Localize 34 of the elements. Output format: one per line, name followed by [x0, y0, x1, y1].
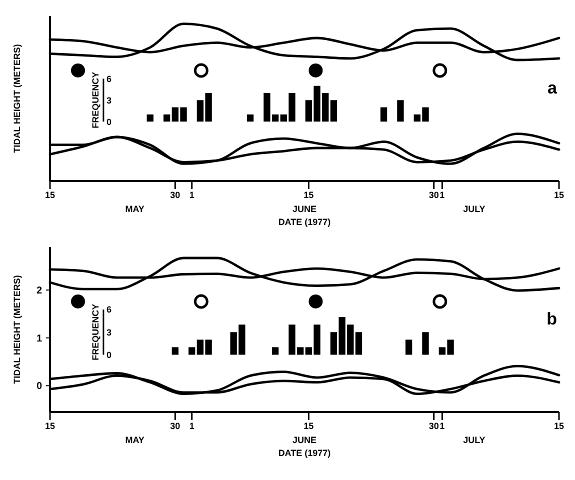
y-tick-label: 1	[36, 333, 42, 344]
x-tick-label: 1	[189, 190, 194, 200]
x-tick-label: 30	[170, 190, 180, 200]
x-tick-label: 1	[440, 190, 445, 200]
text: JUNE	[292, 435, 317, 445]
y-axis-title: FREQUENCY	[90, 72, 100, 128]
x-tick-label: 15	[304, 421, 314, 431]
x-tick-label: 15	[554, 421, 564, 431]
x-tick-label: 1	[440, 421, 445, 431]
y-tick-label: 2	[36, 286, 42, 297]
text: MAY	[125, 204, 144, 214]
x-tick-label: 30	[170, 421, 180, 431]
text: MAY	[125, 435, 144, 445]
y-tick-label: 0	[106, 116, 112, 127]
y2-axis-title: FREQUENCY	[90, 304, 100, 360]
y-axis-title: TIDAL HEIGHT (METERS)	[12, 275, 22, 384]
x-axis-title: DATE (1977)	[278, 217, 331, 227]
y-tick-label: 3	[106, 95, 112, 106]
x-tick-label: 15	[304, 190, 314, 200]
x-tick-label: 15	[44, 190, 56, 200]
annotation: b	[546, 310, 557, 329]
text: JULY	[463, 204, 486, 214]
x-tick-label: 1	[189, 421, 194, 431]
text: JULY	[463, 435, 486, 445]
text: JUNE	[292, 204, 317, 214]
x-tick-label: 30	[428, 421, 439, 431]
y-tick-label: 6	[106, 74, 112, 84]
x-axis-title: DATE (1977)	[278, 448, 331, 458]
x-tick-label: 15	[44, 421, 56, 431]
x-tick-label: 15	[554, 190, 564, 200]
x-tick-label: 30	[428, 190, 439, 200]
y-tick-label: 0	[36, 381, 42, 392]
annotation: a	[548, 78, 558, 98]
y-axis-title: TIDAL HEIGHT (METERS)	[12, 44, 22, 153]
